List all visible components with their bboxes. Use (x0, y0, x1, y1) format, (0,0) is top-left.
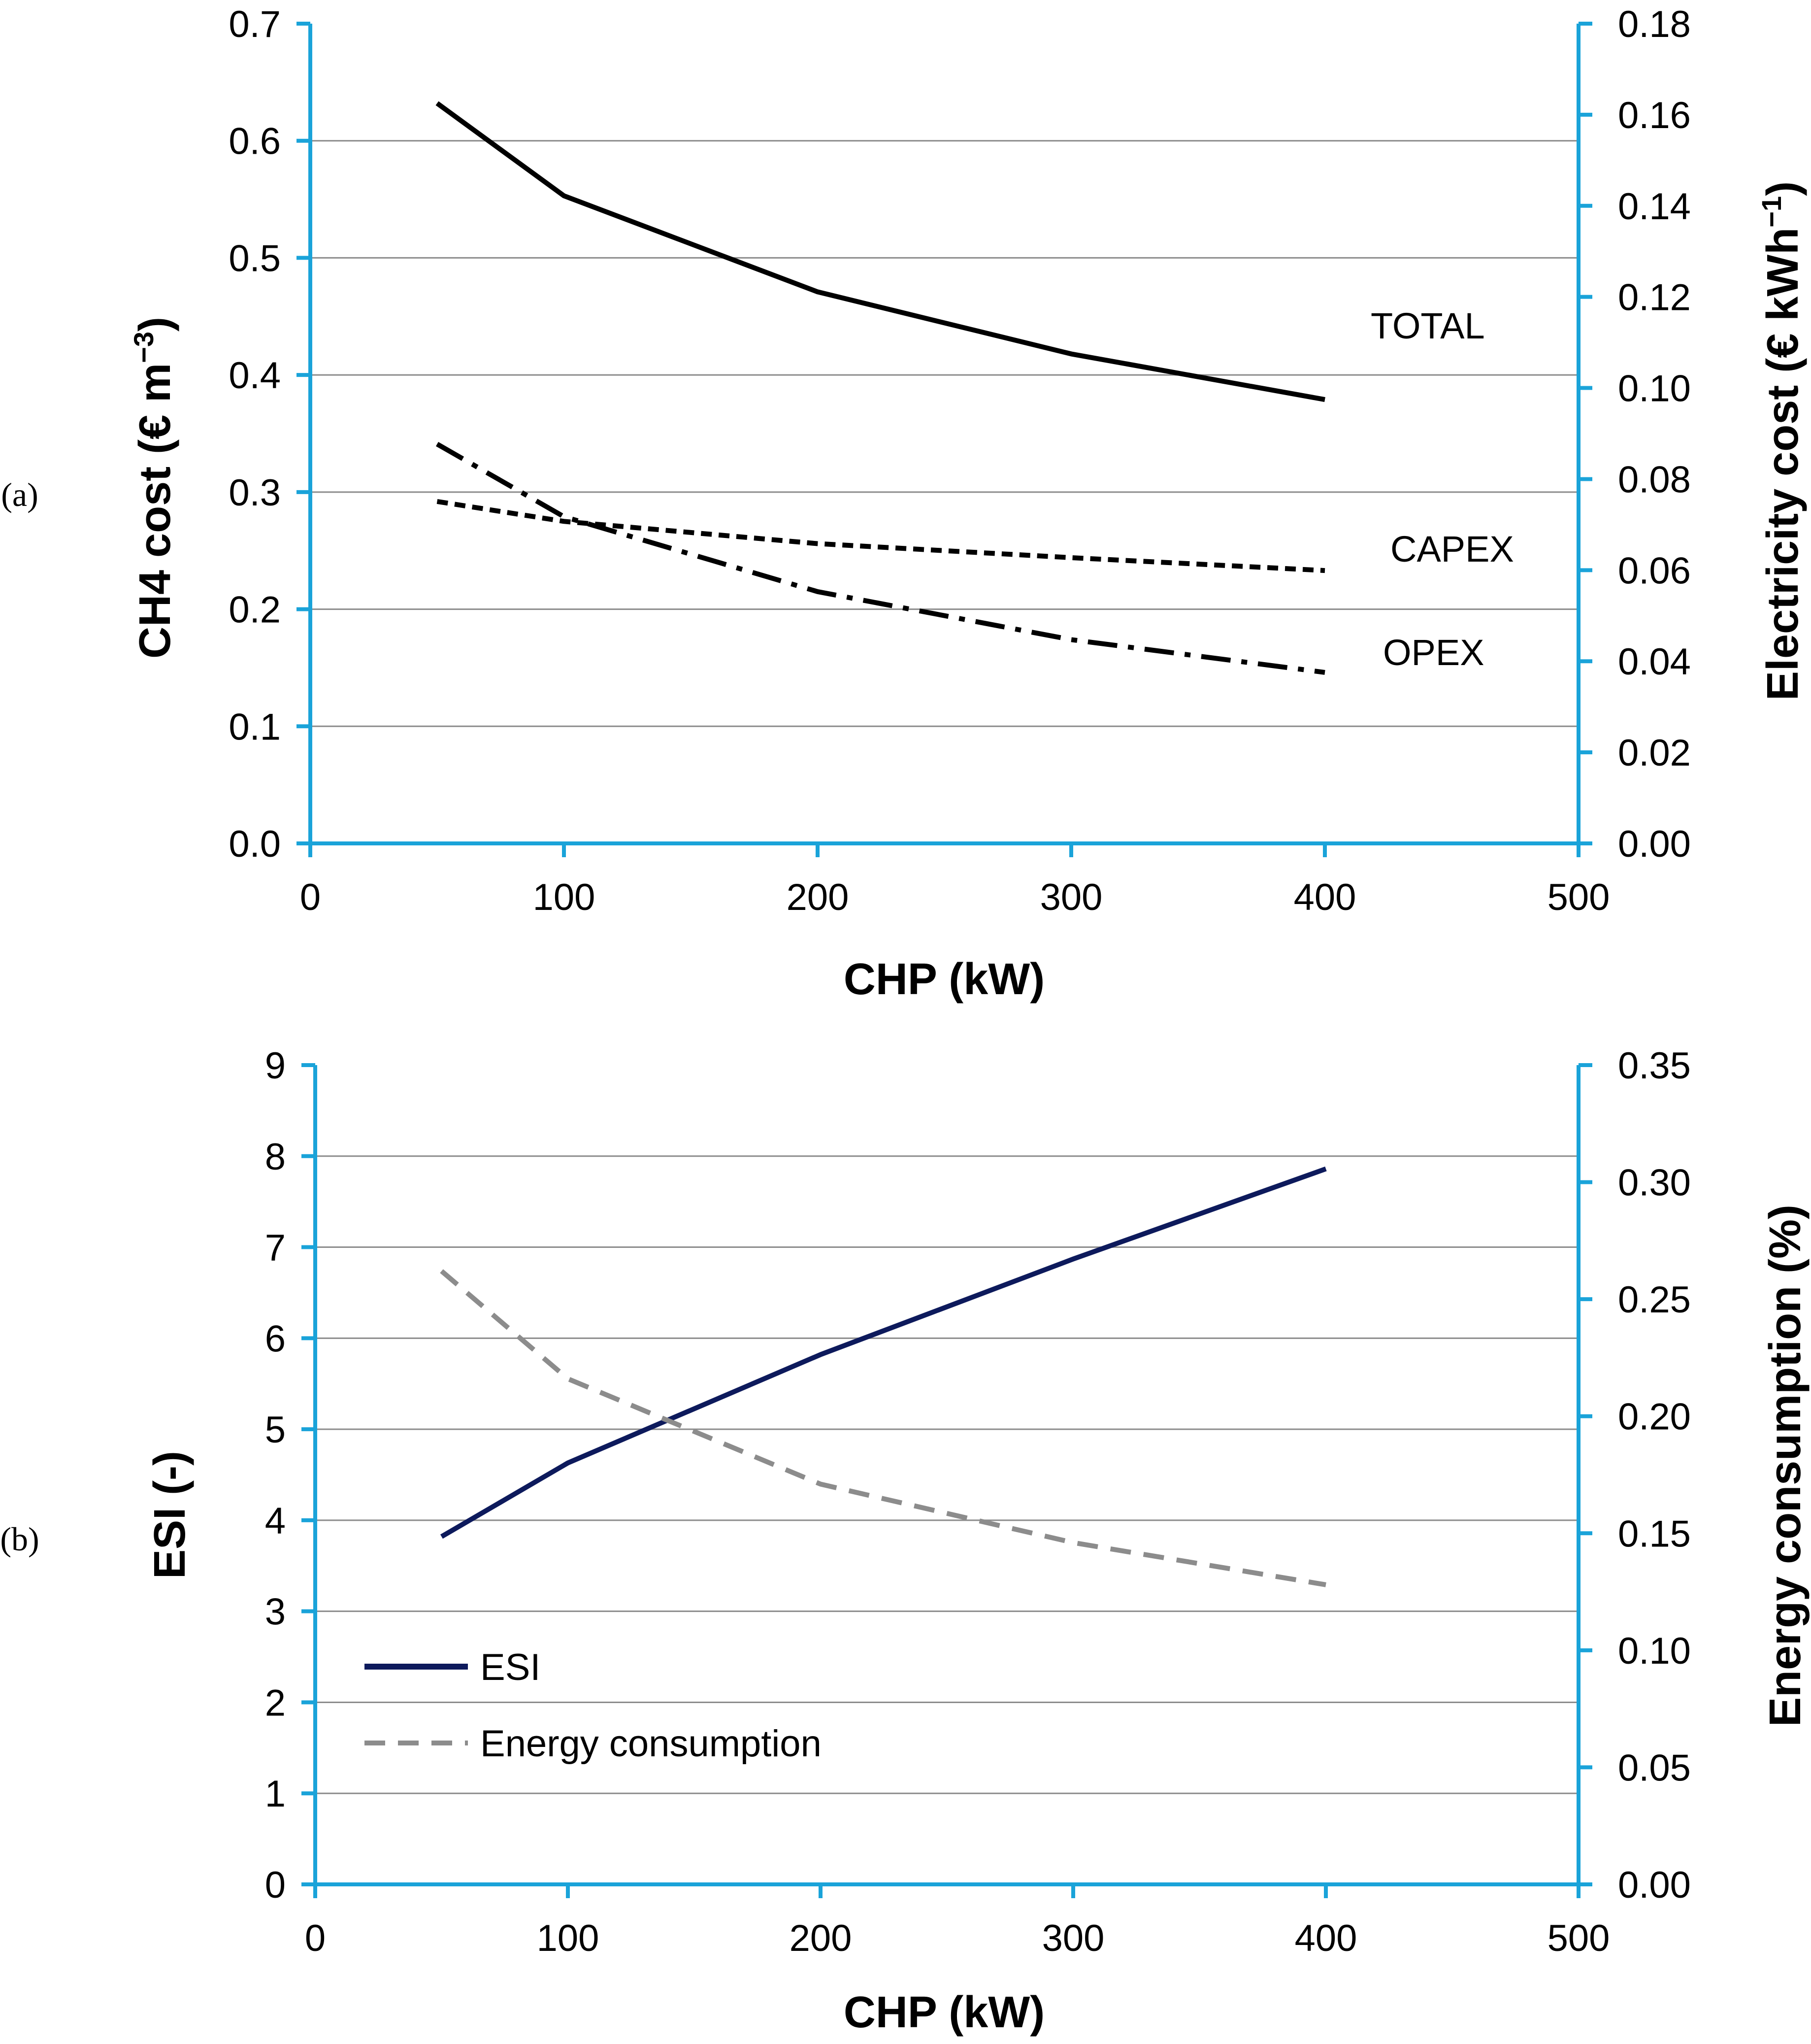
x-tick-label: 0 (300, 876, 321, 918)
x-tick-label: 200 (790, 1917, 852, 1959)
x-tick-label: 400 (1294, 876, 1356, 918)
y-tick-label: 0.2 (229, 589, 281, 631)
y-tick-label: 3 (265, 1591, 286, 1633)
right-y-tick-label: 0.05 (1618, 1747, 1691, 1789)
panel-a-label: (a) (1, 476, 38, 513)
panel-b-axes (301, 1063, 1592, 1898)
x-tick-label: 100 (533, 876, 595, 918)
right-y-tick-label: 0.00 (1618, 1864, 1691, 1906)
capex-series-label: CAPEX (1390, 529, 1514, 570)
x-tick-label: 500 (1548, 1917, 1610, 1959)
y-tick-label: 7 (265, 1227, 286, 1269)
right-y-tick-label: 0.16 (1618, 95, 1691, 136)
x-tick-label: 500 (1548, 876, 1610, 918)
right-y-tick-label: 0.10 (1618, 368, 1691, 410)
y-tick-label: 0.3 (229, 472, 281, 514)
total-series-line (435, 101, 1325, 402)
x-tick-label: 200 (787, 876, 849, 918)
right-y-tick-label: 0.12 (1618, 277, 1691, 319)
panel-a-axes (296, 22, 1592, 857)
panel-b: (b) 0 1 2 3 4 5 6 7 8 9 0.00 0.05 0.10 0.15 0.20 0.25 0.… (0, 1045, 1810, 2037)
y-tick-label: 0.5 (229, 237, 281, 279)
panel-b-x-axis-title: CHP (kW) (844, 1988, 1045, 2037)
panel-a: (a) 0.0 0.1 0.2 0.3 0.4 0.5 0.6 0.7 0.00 0.02 0.04… (1, 3, 1808, 1004)
panel-a-right-y-axis-title: Electricity cost (€ kWh−1) (1756, 181, 1808, 701)
x-tick-label: 100 (537, 1917, 599, 1959)
panel-b-label: (b) (0, 1520, 39, 1558)
panel-a-x-axis-title: CHP (kW) (844, 955, 1045, 1004)
panel-b-gridlines (315, 1155, 1579, 1794)
legend-esi-label: ESI (480, 1646, 541, 1688)
x-tick-label: 0 (305, 1917, 326, 1959)
y-tick-label: 9 (265, 1045, 286, 1087)
y-tick-label: 6 (265, 1318, 286, 1360)
opex-series-label: OPEX (1383, 632, 1484, 673)
right-y-tick-label: 0.25 (1618, 1279, 1691, 1321)
right-y-tick-label: 0.00 (1618, 823, 1691, 865)
y-tick-label: 0 (265, 1864, 286, 1906)
x-tick-label: 300 (1042, 1917, 1105, 1959)
panel-b-right-y-axis-title: Energy consumption (%) (1761, 1205, 1810, 1727)
right-y-tick-label: 0.08 (1618, 459, 1691, 501)
y-tick-label: 1 (265, 1773, 286, 1815)
right-y-tick-label: 0.06 (1618, 550, 1691, 592)
legend: ESI Energy consumption (364, 1646, 822, 1765)
right-y-tick-label: 0.30 (1618, 1162, 1691, 1204)
x-tick-label: 300 (1040, 876, 1103, 918)
right-y-tick-label: 0.02 (1618, 732, 1691, 774)
right-y-tick-label: 0.14 (1618, 186, 1691, 228)
opex-series-line (436, 442, 1325, 675)
y-tick-label: 5 (265, 1409, 286, 1451)
panel-a-gridlines (310, 140, 1579, 727)
y-tick-label: 0.0 (229, 823, 281, 865)
y-tick-label: 8 (265, 1136, 286, 1178)
panel-a-y-axis-title: CH4 cost (€ m−3) (128, 317, 180, 659)
y-tick-label: 0.7 (229, 3, 281, 45)
panel-a-tick-labels: 0.0 0.1 0.2 0.3 0.4 0.5 0.6 0.7 0.00 0.02 0.04 0.06… (229, 3, 1691, 918)
right-y-tick-label: 0.18 (1618, 3, 1691, 45)
right-y-tick-label: 0.10 (1618, 1630, 1691, 1672)
right-y-tick-label: 0.35 (1618, 1045, 1691, 1087)
esi-series-line (440, 1166, 1327, 1539)
right-y-tick-label: 0.15 (1618, 1513, 1691, 1555)
right-y-tick-label: 0.20 (1618, 1396, 1691, 1438)
panel-a-series (435, 101, 1325, 675)
y-tick-label: 4 (265, 1500, 286, 1542)
panel-b-tick-labels: 0 1 2 3 4 5 6 7 8 9 0.00 0.05 0.10 0.15 0.20 0.25 0.30 0.… (265, 1045, 1691, 1959)
panel-b-y-axis-title: ESI (-) (145, 1451, 195, 1579)
y-tick-label: 2 (265, 1682, 286, 1724)
energy-consumption-series-line (440, 1269, 1326, 1587)
y-tick-label: 0.6 (229, 121, 281, 163)
y-tick-label: 0.1 (229, 706, 281, 748)
y-tick-label: 0.4 (229, 355, 281, 397)
legend-energy-label: Energy consumption (480, 1723, 822, 1765)
right-y-tick-label: 0.04 (1618, 641, 1691, 683)
x-tick-label: 400 (1295, 1917, 1357, 1959)
panel-b-series (440, 1166, 1327, 1587)
total-series-label: TOTAL (1371, 305, 1485, 346)
capex-series-line (436, 499, 1325, 573)
